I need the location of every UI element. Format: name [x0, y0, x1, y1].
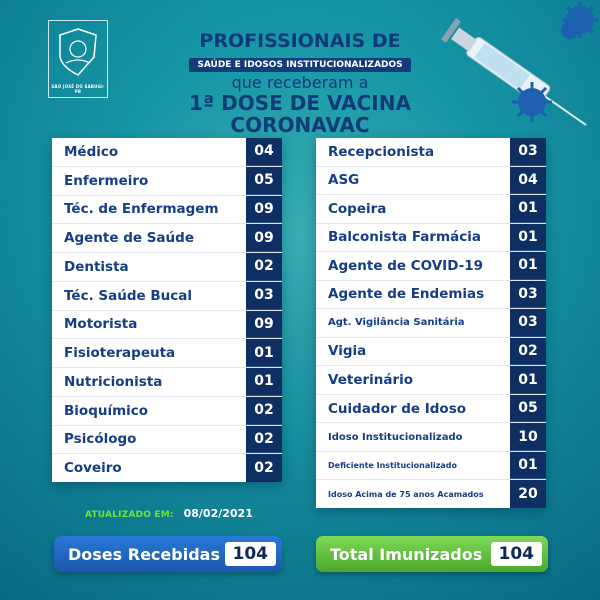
row-label: Médico	[64, 143, 119, 160]
title-line-1: PROFISSIONAIS DE	[199, 30, 401, 52]
table-row: Dentista 02	[52, 253, 282, 282]
left-table: Médico 04 Enfermeiro 05 Téc. de Enfermagem 09…	[52, 138, 282, 482]
table-row: Idoso Acima de 75 anos Acamados 20	[316, 480, 546, 508]
row-label: Idoso Acima de 75 anos Acamados	[328, 489, 484, 499]
row-value: 09	[246, 310, 282, 339]
row-label: Bioquímico	[64, 402, 149, 419]
updated-value: 08/02/2021	[183, 507, 253, 520]
row-label: Vigia	[328, 343, 367, 360]
doses-received-label: Doses Recebidas	[68, 544, 220, 564]
table-row: Agt. Vigilância Sanitária 03	[316, 309, 546, 338]
row-value: 01	[510, 195, 546, 223]
row-label: Agente de Saúde	[64, 230, 194, 247]
row-value: 05	[246, 166, 282, 195]
syringe-icon	[441, 18, 587, 126]
row-value: 02	[246, 253, 282, 281]
row-value: 01	[510, 252, 546, 280]
row-label: Balconista Farmácia	[328, 229, 481, 246]
row-value: 01	[510, 223, 546, 252]
doses-received-value: 104	[224, 542, 276, 566]
total-immunized-pill: Total Imunizados 104	[316, 536, 548, 572]
table-row: Balconista Farmácia 01	[316, 223, 546, 253]
table-row: Vigia 02	[316, 337, 546, 367]
coat-of-arms-icon	[59, 28, 97, 76]
row-value: 03	[510, 138, 546, 166]
right-table: Recepcionista 03 ASG 04 Copeira 01 Balconista …	[316, 138, 546, 508]
table-row: ASG 04	[316, 166, 546, 196]
title-line-4: 1ª DOSE DE VACINA	[189, 91, 411, 115]
left-table-rows: Médico 04 Enfermeiro 05 Téc. de Enfermagem 09…	[52, 138, 282, 482]
row-value: 01	[246, 368, 282, 396]
table-row: Motorista 09	[52, 310, 282, 340]
row-label: Copeira	[328, 200, 387, 217]
total-immunized-value: 104	[490, 542, 542, 566]
table-row: Idoso Institucionalizado 10	[316, 423, 546, 452]
table-row: Agente de Saúde 09	[52, 224, 282, 253]
table-row: Fisioterapeuta 01	[52, 339, 282, 368]
total-immunized-label: Total Imunizados	[330, 544, 483, 564]
table-row: Médico 04	[52, 138, 282, 167]
row-value: 05	[510, 394, 546, 423]
row-label: Agt. Vigilância Sanitária	[328, 317, 465, 329]
table-row: Agente de Endemias 03	[316, 280, 546, 310]
row-value: 03	[510, 309, 546, 337]
row-label: Recepcionista	[328, 143, 435, 160]
table-row: Bioquímico 02	[52, 396, 282, 426]
row-label: Cuidador de Idoso	[328, 400, 467, 417]
row-value: 03	[510, 280, 546, 309]
row-label: Deficiente Institucionalizado	[328, 461, 457, 471]
row-label: Motorista	[64, 316, 138, 333]
row-label: Agente de COVID-19	[328, 257, 484, 274]
doses-received-pill: Doses Recebidas 104	[54, 536, 282, 572]
logo-caption: SÃO JOSÉ DO SABUGI-PB	[51, 84, 105, 94]
row-label: Coveiro	[64, 460, 122, 477]
row-value: 01	[510, 451, 546, 480]
row-value: 20	[510, 480, 546, 508]
row-value: 04	[510, 166, 546, 195]
row-value: 04	[246, 138, 282, 166]
row-label: Agente de Endemias	[328, 286, 485, 303]
table-row: Psicólogo 02	[52, 425, 282, 455]
table-row: Téc. Saúde Bucal 03	[52, 281, 282, 311]
title-banner: SAÚDE E IDOSOS INSTITUCIONALIZADOS	[189, 58, 411, 72]
table-row: Deficiente Institucionalizado 01	[316, 451, 546, 481]
updated-date: ATUALIZADO EM: 08/02/2021	[85, 507, 253, 520]
title-line-3: que receberam a	[231, 73, 369, 92]
row-label: Nutricionista	[64, 373, 163, 390]
row-label: Téc. de Enfermagem	[64, 201, 219, 218]
header-title: PROFISSIONAIS DE SAÚDE E IDOSOS INSTITUC…	[170, 30, 430, 136]
row-value: 02	[246, 396, 282, 425]
updated-label: ATUALIZADO EM:	[85, 510, 174, 520]
row-value: 03	[246, 281, 282, 310]
municipality-logo: SÃO JOSÉ DO SABUGI-PB	[48, 20, 108, 98]
right-table-rows: Recepcionista 03 ASG 04 Copeira 01 Balconista …	[316, 138, 546, 508]
table-row: Enfermeiro 05	[52, 166, 282, 196]
row-label: Téc. Saúde Bucal	[64, 287, 193, 304]
row-value: 01	[246, 339, 282, 367]
table-row: Nutricionista 01	[52, 368, 282, 397]
table-row: Coveiro 02	[52, 454, 282, 482]
row-value: 02	[510, 337, 546, 366]
table-row: Cuidador de Idoso 05	[316, 394, 546, 424]
row-label: Psicólogo	[64, 431, 137, 448]
row-label: ASG	[328, 172, 360, 189]
row-label: Dentista	[64, 258, 129, 275]
table-row: Agente de COVID-19 01	[316, 252, 546, 281]
row-label: Veterinário	[328, 372, 414, 389]
row-value: 09	[246, 195, 282, 224]
table-row: Copeira 01	[316, 195, 546, 224]
row-label: Idoso Institucionalizado	[328, 431, 463, 443]
row-value: 01	[510, 366, 546, 394]
row-value: 02	[246, 425, 282, 454]
row-value: 09	[246, 224, 282, 252]
table-row: Téc. de Enfermagem 09	[52, 195, 282, 225]
title-line-5: CORONAVAC	[230, 113, 370, 137]
row-value: 10	[510, 423, 546, 451]
table-row: Recepcionista 03	[316, 138, 546, 167]
row-value: 02	[246, 454, 282, 482]
row-label: Fisioterapeuta	[64, 345, 176, 362]
table-row: Veterinário 01	[316, 366, 546, 395]
row-label: Enfermeiro	[64, 172, 149, 189]
